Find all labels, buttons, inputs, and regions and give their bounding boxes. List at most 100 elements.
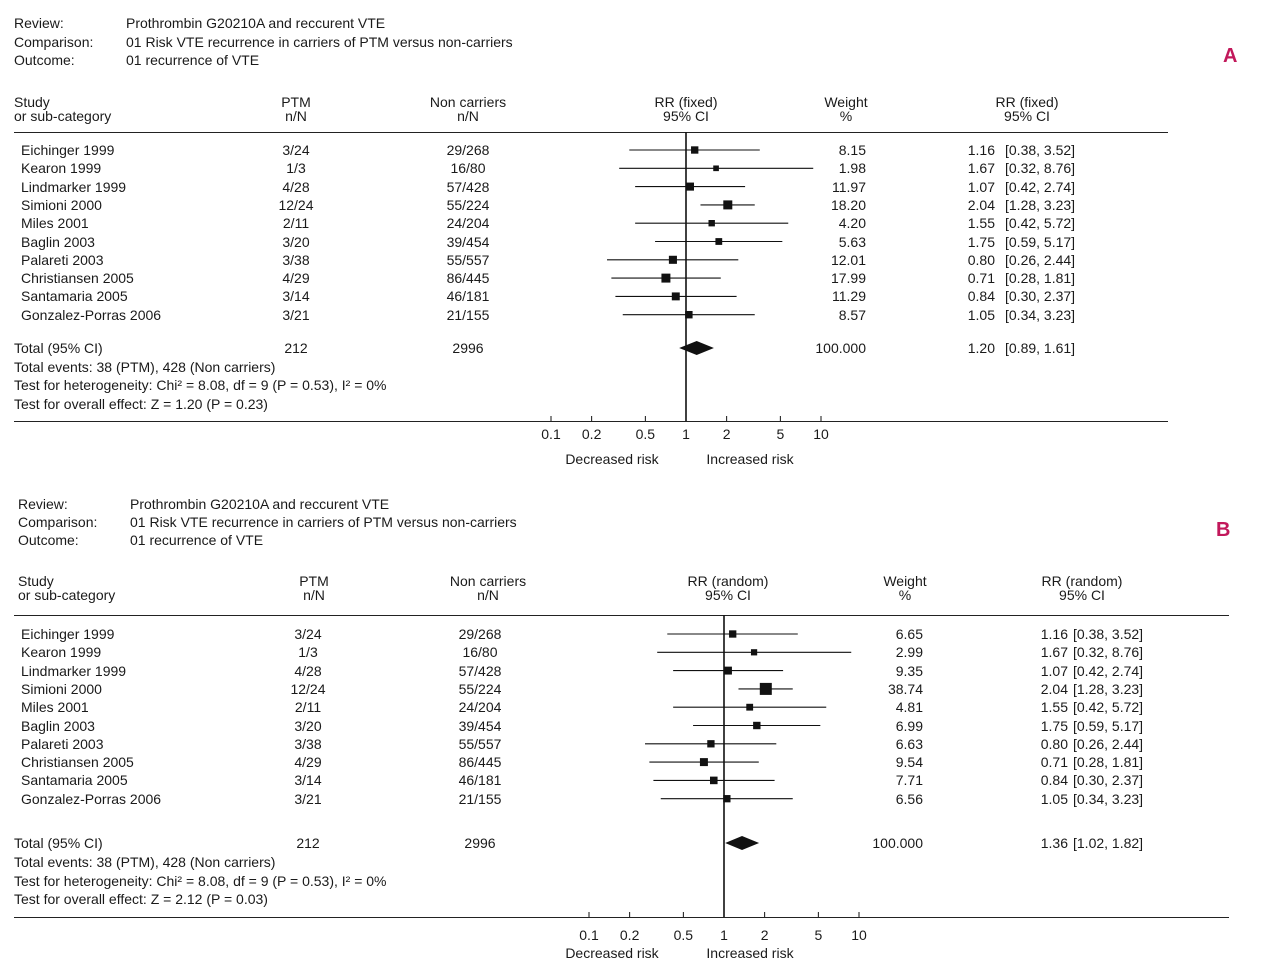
effect-square: [685, 310, 693, 319]
weight-value: 9.54: [895, 754, 923, 771]
total-weight: 100.000: [872, 835, 923, 851]
axis-tick-label: 2: [723, 426, 731, 442]
ptm-count: 4/29: [282, 270, 310, 287]
ptm-count: 3/14: [294, 772, 322, 789]
noncarriers-count: 86/445: [458, 754, 502, 771]
weight-value: 18.20: [830, 196, 866, 213]
weight-value: 8.57: [838, 306, 866, 323]
study-name: Simioni 2000: [21, 196, 102, 213]
ci-value: [0.42, 5.72]: [1005, 215, 1076, 232]
axis-tick-label: 0.5: [636, 426, 656, 442]
effect-square: [671, 292, 680, 301]
footer-heterogeneity: Test for heterogeneity: Chi² = 8.08, df …: [14, 873, 387, 889]
axis-tick-label: 5: [776, 426, 784, 442]
weight-value: 4.20: [838, 215, 866, 232]
ci-value: [1.28, 3.23]: [1073, 680, 1144, 697]
effect-square: [729, 630, 737, 638]
effect-square: [723, 200, 733, 210]
header-rr-ci-sub: 95% CI: [1059, 587, 1105, 603]
study-name: Miles 2001: [21, 215, 89, 232]
ptm-count: 3/24: [282, 142, 310, 158]
noncarriers-count: 55/224: [458, 680, 502, 697]
total-noncarriers: 2996: [464, 835, 496, 851]
axis-tick-label: 1: [720, 927, 728, 943]
weight-value: 17.99: [830, 270, 866, 287]
total-noncarriers: 2996: [452, 340, 484, 356]
rr-value: 1.55: [967, 215, 995, 232]
weight-value: 9.35: [895, 662, 923, 679]
ci-value: [0.32, 8.76]: [1005, 160, 1076, 177]
header-noncarriers-sub: n/N: [477, 587, 499, 603]
header-study: Study: [14, 94, 50, 110]
study-name: Christiansen 2005: [21, 754, 134, 771]
study-name: Palareti 2003: [21, 251, 104, 268]
header-weight-sub: %: [839, 108, 853, 124]
weight-value: 1.98: [838, 160, 866, 177]
weight-value: 6.99: [895, 717, 923, 734]
study-name: Lindmarker 1999: [21, 178, 127, 195]
effect-square: [713, 165, 719, 172]
weight-value: 38.74: [887, 680, 923, 697]
effect-square: [709, 776, 718, 785]
header-rr: RR (fixed): [654, 94, 718, 110]
header-noncarriers: Non carriers: [449, 573, 527, 589]
noncarriers-count: 21/155: [458, 790, 502, 807]
noncarriers-count: 39/454: [446, 233, 490, 250]
axis-label-increased: Increased risk: [706, 945, 794, 961]
weight-value: 6.56: [895, 790, 923, 807]
ci-value: [0.38, 3.52]: [1073, 626, 1144, 642]
rr-value: 1.67: [1040, 644, 1068, 661]
review-label: Review:: [14, 15, 64, 31]
ptm-count: 3/38: [282, 251, 310, 268]
header-rr-ci-sub: 95% CI: [1004, 108, 1050, 124]
rr-value: 0.80: [967, 251, 995, 268]
study-name: Miles 2001: [21, 699, 89, 716]
rr-value: 2.04: [1040, 680, 1068, 697]
ptm-count: 3/20: [282, 233, 310, 250]
ptm-count: 3/24: [294, 626, 322, 642]
rr-value: 1.67: [967, 160, 995, 177]
review-label: Review:: [18, 496, 68, 512]
total-weight: 100.000: [815, 340, 866, 356]
ptm-count: 3/21: [294, 790, 322, 807]
study-name: Eichinger 1999: [21, 142, 115, 158]
forest-plot-a: 0.1 0.2 0.5 1 2 5 10: [541, 132, 829, 442]
review-value: Prothrombin G20210A and reccurent VTE: [126, 15, 386, 31]
header-ptm: PTM: [281, 94, 311, 110]
ci-value: [0.59, 5.17]: [1073, 717, 1144, 734]
rr-value: 1.75: [1040, 717, 1068, 734]
pooled-diamond: [679, 341, 714, 355]
header-weight-sub: %: [898, 587, 912, 603]
axis-tick-label: 0.1: [579, 927, 599, 943]
outcome-label: Outcome:: [14, 52, 75, 68]
rr-value: 0.80: [1040, 735, 1068, 752]
weight-value: 4.81: [895, 699, 923, 716]
effect-square: [685, 182, 694, 191]
study-name: Christiansen 2005: [21, 270, 134, 287]
weight-value: 5.63: [838, 233, 866, 250]
footer-overall-effect: Test for overall effect: Z = 2.12 (P = 0…: [14, 891, 268, 907]
axis-tick-label: 0.2: [620, 927, 640, 943]
ptm-count: 2/11: [294, 699, 322, 716]
noncarriers-count: 55/557: [458, 735, 502, 752]
footer-overall-effect: Test for overall effect: Z = 1.20 (P = 0…: [14, 396, 268, 412]
study-name: Baglin 2003: [21, 233, 95, 250]
header-weight: Weight: [883, 573, 927, 589]
ptm-count: 1/3: [298, 644, 318, 661]
ptm-count: 3/14: [282, 288, 310, 305]
noncarriers-count: 39/454: [458, 717, 502, 734]
effect-square: [724, 666, 732, 675]
header-study-sub: or sub-category: [18, 587, 116, 603]
axis-label-decreased: Decreased risk: [565, 451, 659, 467]
ptm-count: 4/29: [294, 754, 322, 771]
effect-square: [668, 255, 677, 264]
ptm-count: 3/21: [282, 306, 310, 323]
total-rr: 1.36: [1040, 835, 1068, 851]
rr-value: 1.55: [1040, 699, 1068, 716]
weight-value: 12.01: [830, 251, 866, 268]
comparison-label: Comparison:: [14, 34, 94, 50]
noncarriers-count: 55/557: [446, 251, 490, 268]
header-rr-sub: 95% CI: [705, 587, 751, 603]
weight-value: 6.65: [895, 626, 923, 642]
rr-value: 1.05: [967, 306, 995, 323]
